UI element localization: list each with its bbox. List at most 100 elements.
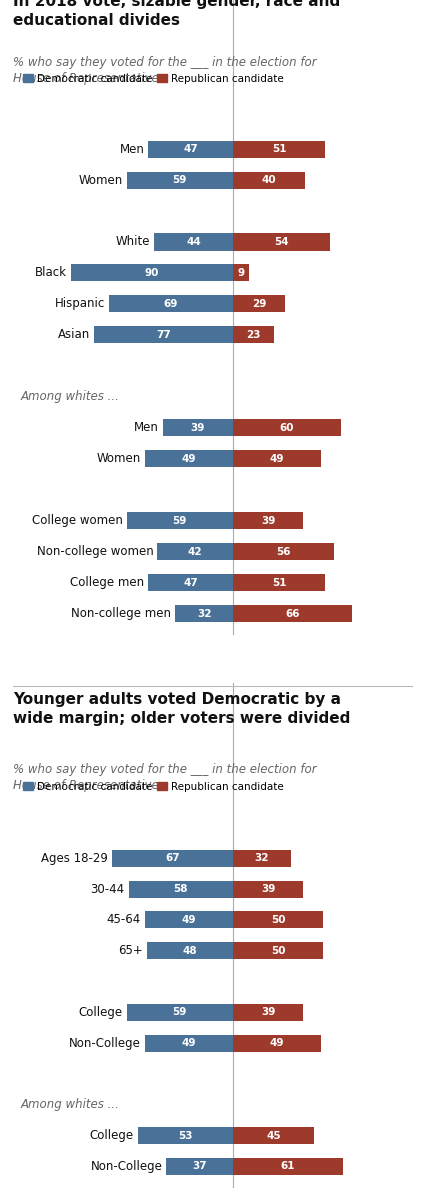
Bar	[176, 605, 233, 623]
Text: 56: 56	[276, 547, 291, 557]
Text: 90: 90	[145, 268, 159, 278]
Text: 39: 39	[261, 1007, 275, 1018]
Bar	[233, 172, 305, 188]
Text: 69: 69	[164, 299, 178, 308]
Text: In 2018 vote, sizable gender, race and
educational divides: In 2018 vote, sizable gender, race and e…	[13, 0, 340, 28]
Bar	[233, 295, 285, 312]
Text: 48: 48	[182, 946, 197, 955]
Text: Among whites ...: Among whites ...	[21, 390, 120, 403]
Bar	[233, 450, 321, 467]
Text: 42: 42	[188, 547, 202, 557]
Bar	[233, 850, 291, 866]
Text: Asian: Asian	[58, 329, 90, 342]
Text: 51: 51	[272, 144, 286, 154]
Bar	[127, 172, 233, 188]
Text: 60: 60	[280, 422, 294, 433]
Text: College: College	[89, 1129, 133, 1142]
Bar	[148, 574, 233, 592]
Bar	[138, 1127, 233, 1144]
Text: 9: 9	[238, 268, 245, 278]
Text: 53: 53	[178, 1130, 193, 1141]
Text: 47: 47	[183, 577, 198, 588]
Bar	[147, 942, 233, 959]
Bar	[127, 512, 233, 529]
Text: 66: 66	[285, 608, 300, 619]
Text: 49: 49	[181, 914, 196, 925]
Text: White: White	[115, 235, 150, 248]
Text: 59: 59	[173, 175, 187, 185]
Text: College women: College women	[32, 515, 123, 527]
Text: % who say they voted for the ___ in the election for
House of Representatives: % who say they voted for the ___ in the …	[13, 56, 317, 85]
Text: 77: 77	[156, 330, 171, 340]
Bar	[148, 140, 233, 157]
Bar	[233, 326, 274, 343]
Text: Men: Men	[119, 143, 144, 156]
Text: 23: 23	[247, 330, 261, 340]
Text: Women: Women	[96, 452, 141, 466]
Text: 51: 51	[272, 577, 286, 588]
Text: Women: Women	[78, 174, 123, 186]
Text: 67: 67	[165, 853, 180, 863]
Bar	[233, 912, 323, 929]
Bar	[233, 140, 325, 157]
Text: 49: 49	[181, 1038, 196, 1048]
Bar	[163, 419, 233, 437]
Text: Younger adults voted Democratic by a
wide margin; older voters were divided: Younger adults voted Democratic by a wid…	[13, 692, 350, 726]
Bar	[166, 1158, 233, 1175]
Bar	[129, 881, 233, 898]
Text: 59: 59	[173, 1007, 187, 1018]
Text: 45-64: 45-64	[106, 913, 141, 926]
Bar	[94, 326, 233, 343]
Text: % who say they voted for the ___ in the election for
House of Representatives: % who say they voted for the ___ in the …	[13, 763, 317, 792]
Bar	[145, 450, 233, 467]
Bar	[233, 1004, 303, 1021]
Text: 58: 58	[173, 884, 188, 894]
Bar	[145, 912, 233, 929]
Text: 39: 39	[261, 516, 275, 526]
Legend: Democratic candidate, Republican candidate: Democratic candidate, Republican candida…	[19, 778, 288, 796]
Bar	[71, 264, 233, 282]
Bar	[233, 881, 303, 898]
Text: 49: 49	[270, 454, 285, 464]
Text: 49: 49	[270, 1038, 285, 1048]
Text: 50: 50	[271, 914, 285, 925]
Bar	[233, 544, 334, 560]
Text: 37: 37	[193, 1162, 207, 1171]
Legend: Democratic candidate, Republican candidate: Democratic candidate, Republican candida…	[19, 70, 288, 88]
Bar	[233, 574, 325, 592]
Bar	[233, 1158, 343, 1175]
Text: 39: 39	[191, 422, 205, 433]
Bar	[233, 1034, 321, 1051]
Text: 61: 61	[281, 1162, 295, 1171]
Bar	[127, 1004, 233, 1021]
Text: College men: College men	[70, 576, 144, 589]
Text: 29: 29	[252, 299, 266, 308]
Text: 30-44: 30-44	[90, 883, 124, 895]
Text: Ages 18-29: Ages 18-29	[41, 852, 108, 865]
Text: 49: 49	[181, 454, 196, 464]
Bar	[233, 1127, 314, 1144]
Text: 50: 50	[271, 946, 285, 955]
Text: 54: 54	[274, 236, 289, 247]
Text: Non-College: Non-College	[90, 1160, 162, 1172]
Text: Non-college men: Non-college men	[71, 607, 171, 620]
Text: Non-college women: Non-college women	[37, 545, 153, 558]
Bar	[233, 512, 303, 529]
Text: Among whites ...: Among whites ...	[21, 1098, 120, 1111]
Text: 59: 59	[173, 516, 187, 526]
Bar	[154, 234, 233, 251]
Text: Non-College: Non-College	[69, 1037, 141, 1050]
Bar	[233, 234, 330, 251]
Bar	[233, 264, 249, 282]
Text: 39: 39	[261, 884, 275, 894]
Text: Hispanic: Hispanic	[55, 298, 105, 311]
Text: 44: 44	[186, 236, 201, 247]
Text: 32: 32	[197, 608, 211, 619]
Bar	[112, 850, 233, 866]
Bar	[145, 1034, 233, 1051]
Bar	[157, 544, 233, 560]
Bar	[233, 419, 341, 437]
Text: Black: Black	[35, 266, 67, 280]
Text: Men: Men	[134, 421, 159, 434]
Text: 47: 47	[183, 144, 198, 154]
